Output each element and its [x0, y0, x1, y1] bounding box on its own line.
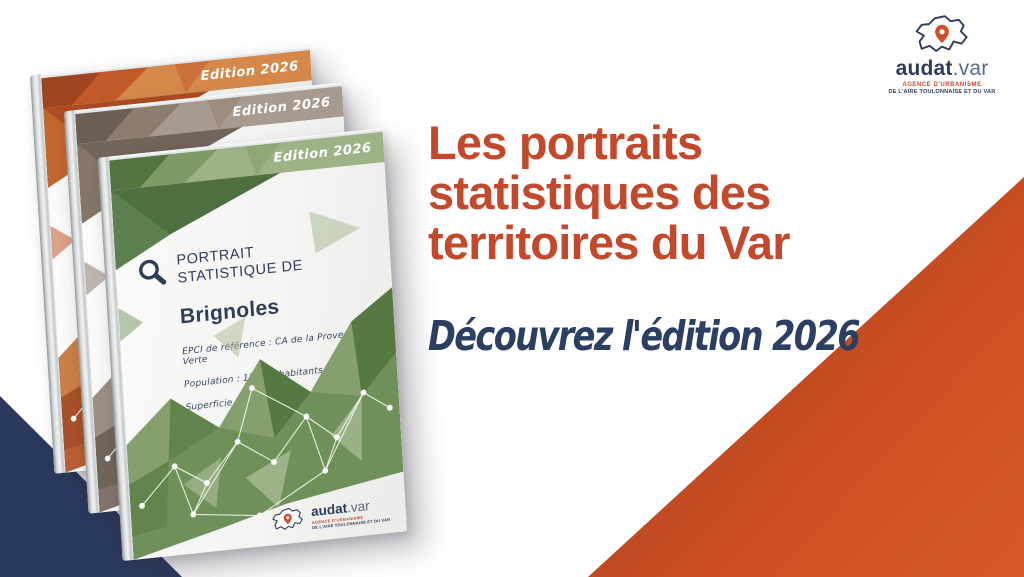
cover-band: Edition 2026 [109, 131, 385, 191]
headline-line: statistiques des [428, 166, 771, 219]
band-facets-graphic [75, 86, 344, 145]
cover-footer-logo: audat.var AGENCE D'URBANISME DE L'AIRE T… [270, 495, 391, 535]
headline: Les portraits statistiques des territoir… [428, 116, 791, 269]
book-cover: Edition 2026 PORTRAIT STATISTIQUE DE Bri… [108, 128, 408, 560]
cover-band: Edition 2026 [41, 50, 312, 109]
brand-name: audat.var [895, 57, 989, 80]
var-map-pin-icon [915, 15, 968, 52]
lowpoly-mountain-graphic [126, 287, 404, 560]
book-front-green: Edition 2026 PORTRAIT STATISTIQUE DE Bri… [97, 128, 408, 561]
band-facets-graphic [109, 131, 385, 191]
brand-logo: audat.var AGENCE D'URBANISME DE L'AIRE T… [878, 12, 1006, 95]
brand-tagline: DE L'AIRE TOULONNAISE ET DU VAR [888, 89, 996, 95]
corner-wedge-graphic [110, 172, 281, 271]
cover-band: Edition 2026 [75, 86, 344, 145]
band-facets-graphic [41, 50, 312, 109]
var-map-pin-icon [271, 507, 303, 530]
subheadline: Découvrez l'édition 2026 [428, 312, 861, 360]
headline-line: territoires du Var [428, 216, 791, 269]
brand-tagline: AGENCE D'URBANISME [902, 82, 982, 88]
magnifier-icon [139, 259, 167, 285]
headline-line: Les portraits [428, 116, 703, 169]
triangle-decor [309, 203, 362, 254]
